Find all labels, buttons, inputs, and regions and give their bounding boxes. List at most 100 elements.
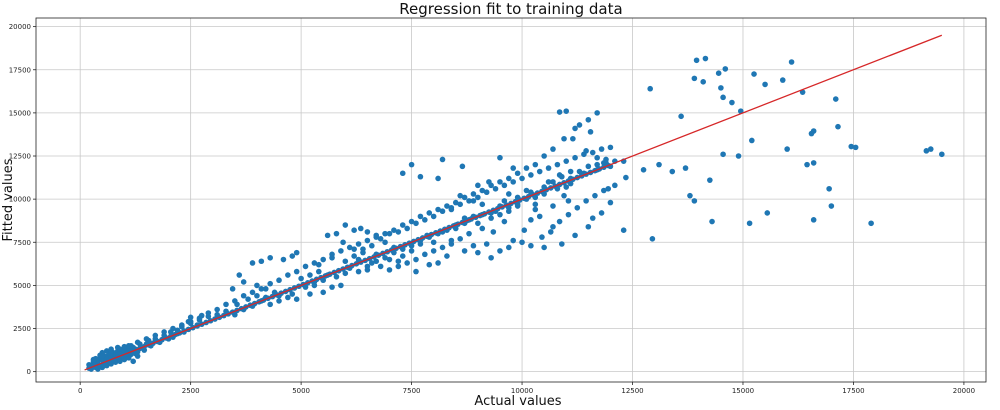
scatter-point bbox=[505, 208, 512, 215]
scatter-point bbox=[510, 179, 517, 185]
scatter-point bbox=[459, 163, 466, 170]
scatter-point bbox=[404, 260, 410, 266]
scatter-point bbox=[457, 192, 463, 199]
scatter-point bbox=[461, 194, 468, 201]
scatter-point bbox=[607, 199, 614, 206]
scatter-point bbox=[545, 179, 552, 185]
scatter-point bbox=[594, 154, 600, 161]
scatter-point bbox=[236, 272, 243, 278]
y-tick-label: 0 bbox=[27, 368, 31, 376]
scatter-point bbox=[320, 289, 327, 296]
scatter-point bbox=[510, 165, 517, 171]
scatter-point bbox=[342, 270, 349, 277]
scatter-point bbox=[439, 208, 446, 215]
scatter-point bbox=[565, 198, 572, 204]
scatter-point bbox=[707, 177, 713, 183]
scatter-point bbox=[592, 192, 598, 199]
scatter-point bbox=[413, 268, 419, 275]
scatter-point bbox=[492, 185, 499, 192]
scatter-point bbox=[364, 237, 371, 244]
scatter-point bbox=[479, 225, 486, 232]
scatter-point bbox=[585, 223, 592, 230]
scatter-point bbox=[574, 204, 581, 211]
y-tick-label: 5000 bbox=[13, 282, 31, 290]
scatter-point bbox=[426, 261, 433, 268]
scatter-point bbox=[810, 160, 817, 166]
y-tick-label: 20000 bbox=[9, 23, 31, 31]
scatter-point bbox=[470, 198, 477, 204]
scatter-point bbox=[939, 151, 945, 158]
scatter-point bbox=[205, 310, 212, 316]
scatter-point bbox=[293, 296, 300, 302]
scatter-point bbox=[430, 239, 437, 246]
scatter-point bbox=[134, 339, 141, 346]
scatter-point bbox=[603, 156, 609, 163]
scatter-point bbox=[718, 85, 724, 91]
scatter-point bbox=[475, 182, 481, 189]
scatter-point bbox=[594, 110, 600, 116]
scatter-point bbox=[576, 122, 583, 128]
x-tick-label: 0 bbox=[78, 387, 82, 395]
scatter-point bbox=[764, 210, 771, 216]
scatter-point bbox=[488, 215, 494, 221]
scatter-point bbox=[435, 175, 441, 182]
scatter-point bbox=[457, 236, 463, 242]
scatter-point bbox=[521, 227, 528, 233]
scatter-point bbox=[550, 146, 556, 152]
scatter-point bbox=[572, 232, 578, 239]
scatter-point bbox=[223, 301, 229, 308]
scatter-point bbox=[532, 161, 539, 168]
scatter-point bbox=[649, 236, 656, 242]
scatter-point bbox=[262, 286, 269, 292]
scatter-point bbox=[196, 315, 203, 321]
scatter-point bbox=[289, 253, 296, 259]
scatter-point bbox=[369, 242, 375, 249]
scatter-point bbox=[640, 167, 647, 173]
y-tick-label: 15000 bbox=[9, 109, 31, 117]
scatter-point bbox=[519, 175, 525, 182]
scatter-point bbox=[320, 256, 327, 263]
scatter-point bbox=[395, 258, 402, 265]
scatter-point bbox=[720, 151, 726, 158]
scatter-point bbox=[523, 187, 530, 194]
scatter-point bbox=[501, 198, 508, 204]
scatter-point bbox=[483, 189, 490, 196]
scatter-point bbox=[422, 251, 428, 258]
scatter-point bbox=[514, 170, 521, 177]
scatter-point bbox=[784, 146, 790, 152]
scatter-point bbox=[125, 355, 132, 361]
scatter-point bbox=[751, 71, 757, 77]
scatter-point bbox=[364, 229, 371, 235]
scatter-point bbox=[501, 218, 508, 225]
y-tick-label: 12500 bbox=[9, 153, 31, 161]
scatter-point bbox=[563, 184, 570, 190]
scatter-point bbox=[547, 229, 554, 235]
scatter-point bbox=[804, 161, 810, 168]
scatter-point bbox=[607, 144, 614, 151]
scatter-point bbox=[267, 254, 273, 261]
scatter-point bbox=[382, 254, 388, 261]
scatter-point bbox=[550, 179, 556, 185]
scatter-point bbox=[501, 182, 508, 189]
scatter-point bbox=[647, 85, 653, 92]
scatter-point bbox=[497, 179, 503, 185]
y-axis-label: Fitted values bbox=[1, 158, 16, 241]
x-tick-label: 2500 bbox=[182, 387, 200, 395]
scatter-point bbox=[351, 253, 357, 259]
scatter-point bbox=[258, 286, 265, 292]
scatter-point bbox=[448, 204, 455, 211]
scatter-point bbox=[541, 244, 547, 251]
scatter-point bbox=[483, 241, 490, 247]
scatter-point bbox=[528, 242, 534, 249]
scatter-point bbox=[435, 206, 441, 213]
scatter-point bbox=[510, 237, 517, 244]
scatter-point bbox=[563, 108, 570, 114]
scatter-point bbox=[382, 230, 388, 237]
scatter-point bbox=[528, 172, 534, 178]
scatter-point bbox=[532, 206, 539, 213]
scatter-point bbox=[342, 258, 349, 265]
scatter-point bbox=[559, 241, 565, 247]
scatter-point bbox=[581, 151, 587, 158]
grid-lines bbox=[36, 18, 986, 382]
scatter-point bbox=[488, 254, 494, 261]
